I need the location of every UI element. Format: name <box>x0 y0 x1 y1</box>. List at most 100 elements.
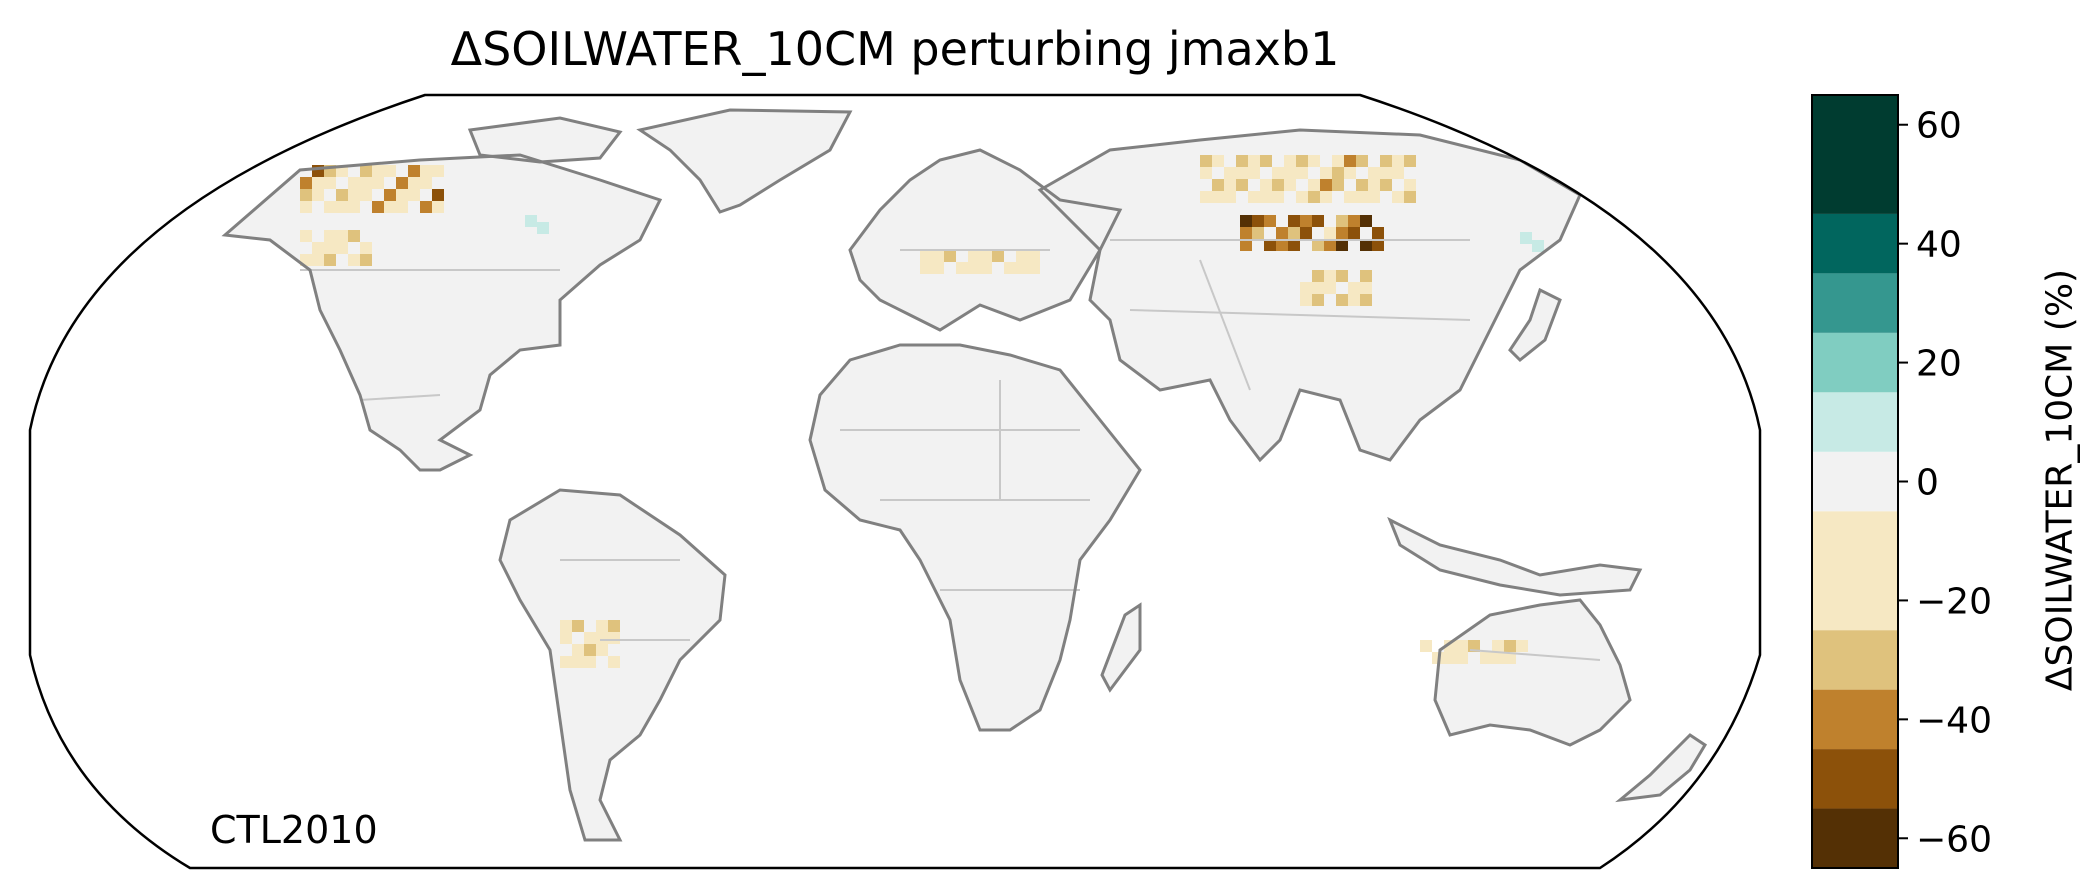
anomaly-cell <box>1004 262 1016 274</box>
anomaly-cell <box>408 189 420 201</box>
anomaly-cell <box>1212 155 1224 167</box>
anomaly-cell <box>1308 191 1320 203</box>
anomaly-cell <box>408 177 420 189</box>
anomaly-cell <box>1392 167 1404 179</box>
anomaly-cell <box>1016 250 1028 262</box>
anomaly-cell <box>1468 640 1480 652</box>
colorbar-bin <box>1812 273 1898 333</box>
colorbar-bin <box>1812 95 1898 214</box>
map-boundary <box>28 93 1762 870</box>
anomaly-cell <box>1392 191 1404 203</box>
anomaly-cell <box>360 254 372 266</box>
anomaly-cell <box>1284 179 1296 191</box>
anomaly-cell <box>420 201 432 213</box>
anomaly-cell <box>348 201 360 213</box>
colorbar-label: ΔSOILWATER_10CM (%) <box>2039 268 2081 692</box>
anomaly-cell <box>396 177 408 189</box>
anomaly-cell <box>432 189 444 201</box>
anomaly-cell <box>1200 191 1212 203</box>
anomaly-cell <box>1372 227 1384 239</box>
colorbar-tick-label: −20 <box>1916 581 1992 622</box>
coastline-asia <box>1037 128 1582 463</box>
anomaly-cell <box>584 644 596 656</box>
anomaly-cell <box>1348 294 1360 306</box>
anomaly-cell <box>560 656 572 668</box>
anomaly-cell <box>300 177 312 189</box>
anomaly-cell <box>1324 282 1336 294</box>
landmass-madagascar <box>1102 605 1140 690</box>
anomaly-cell <box>932 262 944 274</box>
anomaly-cell <box>608 620 620 632</box>
anomaly-cell <box>1260 155 1272 167</box>
anomaly-cell <box>432 165 444 177</box>
anomaly-cell <box>1404 191 1416 203</box>
anomaly-cell <box>420 177 432 189</box>
anomaly-cell <box>1348 282 1360 294</box>
anomaly-cell <box>572 656 584 668</box>
anomaly-cell <box>1200 167 1212 179</box>
map-area <box>225 110 1705 840</box>
anomaly-cell <box>1492 640 1504 652</box>
anomaly-cell <box>1456 640 1468 652</box>
anomaly-cell <box>1284 167 1296 179</box>
anomaly-cell <box>324 230 336 242</box>
anomaly-cell <box>584 632 596 644</box>
colorbar-bin <box>1812 511 1898 631</box>
anomaly-cell <box>1344 167 1356 179</box>
anomaly-cell <box>572 620 584 632</box>
anomaly-cell <box>920 250 932 262</box>
anomaly-cell <box>980 250 992 262</box>
colorbar-tick-label: 60 <box>1916 106 1962 147</box>
anomaly-cell <box>1296 167 1308 179</box>
anomaly-cell <box>1248 155 1260 167</box>
coastline-madagascar <box>1100 602 1142 693</box>
anomaly-cell <box>1360 270 1372 282</box>
anomaly-cell <box>1324 227 1336 239</box>
anomaly-cell <box>1368 179 1380 191</box>
anomaly-cell <box>1332 179 1344 191</box>
anomaly-cell <box>396 201 408 213</box>
anomaly-cell <box>348 177 360 189</box>
anomaly-cell <box>1240 215 1252 227</box>
map-title: ΔSOILWATER_10CM perturbing jmaxb1 <box>450 22 1340 76</box>
coastline-australia <box>1433 598 1632 747</box>
anomaly-cell <box>1332 167 1344 179</box>
anomaly-cell <box>1260 191 1272 203</box>
anomaly-cell <box>360 177 372 189</box>
anomaly-cell <box>1288 227 1300 239</box>
anomaly-cell <box>1240 227 1252 239</box>
anomaly-cell <box>1248 191 1260 203</box>
anomaly-cell <box>420 165 432 177</box>
anomaly-cell <box>1240 239 1252 251</box>
anomaly-cell <box>1360 239 1372 251</box>
anomaly-cell <box>1420 640 1432 652</box>
anomaly-cell <box>300 189 312 201</box>
anomaly-cell <box>1348 227 1360 239</box>
anomaly-cells <box>300 155 1544 668</box>
anomaly-cell <box>956 262 968 274</box>
anomaly-cell <box>1272 179 1284 191</box>
anomaly-cell <box>336 242 348 254</box>
anomaly-cell <box>1312 215 1324 227</box>
anomaly-cell <box>525 215 537 227</box>
anomaly-cell <box>1288 239 1300 251</box>
anomaly-cell <box>1404 155 1416 167</box>
anomaly-cell <box>944 250 956 262</box>
anomaly-cell <box>968 250 980 262</box>
anomaly-cell <box>1504 652 1516 664</box>
anomaly-cell <box>1252 227 1264 239</box>
landmass-japan <box>1510 290 1560 360</box>
anomaly-cell <box>1356 191 1368 203</box>
anomaly-cell <box>1312 282 1324 294</box>
anomaly-cell <box>1016 262 1028 274</box>
anomaly-cell <box>312 242 324 254</box>
anomaly-cell <box>980 262 992 274</box>
colorbar-tick-label: 20 <box>1916 344 1962 385</box>
panel-label: CTL2010 <box>210 808 378 852</box>
anomaly-cell <box>1320 179 1332 191</box>
anomaly-cell <box>1404 179 1416 191</box>
landmass-australia <box>1435 600 1630 745</box>
anomaly-cell <box>932 250 944 262</box>
anomaly-cell <box>1236 167 1248 179</box>
